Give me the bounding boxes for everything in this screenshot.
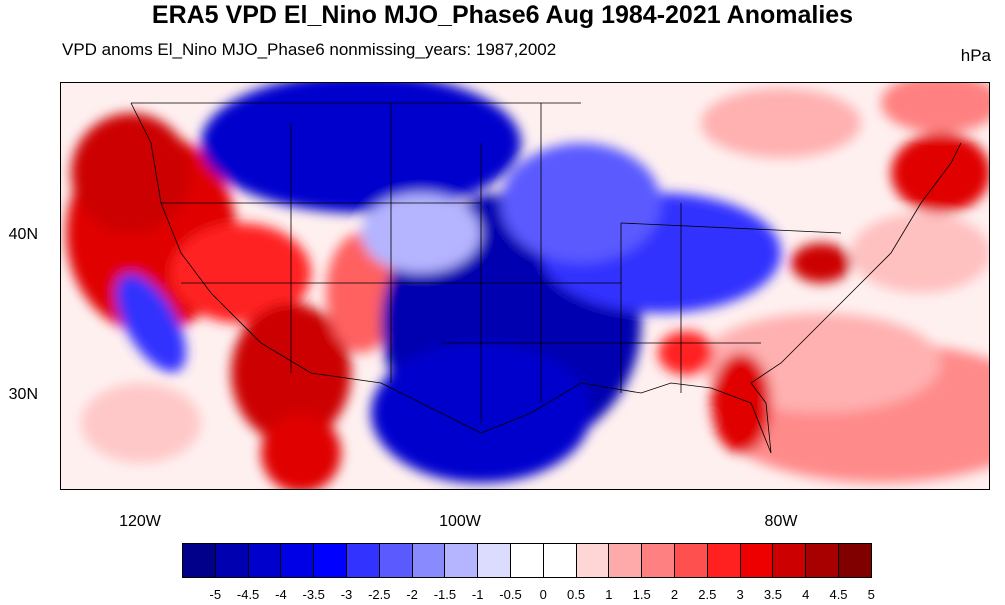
colorbar-box-19 <box>805 543 839 578</box>
colorbar-box-12 <box>575 543 610 578</box>
colorbar-label: -4 <box>275 587 287 602</box>
colorbar-label: 4 <box>802 587 810 602</box>
colorbar-box-8 <box>444 543 479 578</box>
x-tick-120w: 120W <box>119 513 161 530</box>
colorbar-box-0 <box>182 543 216 578</box>
colorbar-label: -3.5 <box>302 587 325 602</box>
y-tick-40n: 40N <box>8 226 38 243</box>
colorbar-label: -3 <box>340 587 353 602</box>
boundary-lines <box>130 102 962 454</box>
y-tick-30n: 30N <box>8 386 38 403</box>
colorbar-box-9 <box>477 543 511 578</box>
colorbar-labels: -5 -4.5 -4 -3.5 -3 -2.5 -2 -1.5 -1 -0.5 0 0.5 1 1.5 2 2… <box>182 587 875 605</box>
chart-title: ERA5 VPD El_Nino MJO_Phase6 Aug 1984-202… <box>151 1 854 29</box>
colorbar-label: 4.5 <box>829 587 848 602</box>
colorbar-box-18 <box>772 543 807 578</box>
colorbar-label: -0.5 <box>499 587 522 602</box>
colorbar-box-5 <box>345 543 380 578</box>
colorbar-box-2 <box>247 543 282 578</box>
colorbar-label: 0.5 <box>567 587 586 602</box>
colorbar-label: 2 <box>670 587 679 602</box>
x-tick-80w: 80W <box>764 513 798 530</box>
colorbar-box-7 <box>411 543 446 578</box>
colorbar-box-4 <box>313 543 347 578</box>
colorbar-label: -2 <box>406 587 418 602</box>
colorbar-label: 0 <box>539 587 547 602</box>
colorbar-label: 2.5 <box>698 587 717 602</box>
x-tick-100w: 100W <box>439 513 481 530</box>
units-label: hPa <box>960 46 991 65</box>
colorbar-box-10 <box>509 543 544 578</box>
central-negative-area <box>201 83 521 213</box>
colorbar <box>182 543 872 578</box>
map-canvas <box>61 83 989 489</box>
anomaly-map <box>60 82 990 490</box>
colorbar-box-6 <box>378 543 413 578</box>
colorbar-box-14 <box>641 543 675 578</box>
colorbar-label: -2.5 <box>368 587 391 602</box>
colorbar-label: 3.5 <box>763 587 782 602</box>
colorbar-label: -1 <box>471 587 484 602</box>
colorbar-box-16 <box>706 543 741 578</box>
chart-subtitle: VPD anoms El_Nino MJO_Phase6 nonmissing_… <box>62 40 557 59</box>
colorbar-box-17 <box>739 543 774 578</box>
colorbar-label: 1.5 <box>632 587 651 602</box>
colorbar-label: 1 <box>605 587 613 602</box>
colorbar-label: -4.5 <box>236 587 260 602</box>
colorbar-label: -5 <box>209 587 222 602</box>
colorbar-box-15 <box>673 543 708 578</box>
colorbar-label: -1.5 <box>433 587 457 602</box>
colorbar-label: 5 <box>867 587 875 602</box>
colorbar-box-1 <box>214 543 249 578</box>
colorbar-box-11 <box>542 543 577 578</box>
colorbar-label: 3 <box>736 587 744 602</box>
colorbar-box-13 <box>608 543 643 578</box>
colorbar-box-20 <box>837 543 872 578</box>
colorbar-box-3 <box>280 543 315 578</box>
